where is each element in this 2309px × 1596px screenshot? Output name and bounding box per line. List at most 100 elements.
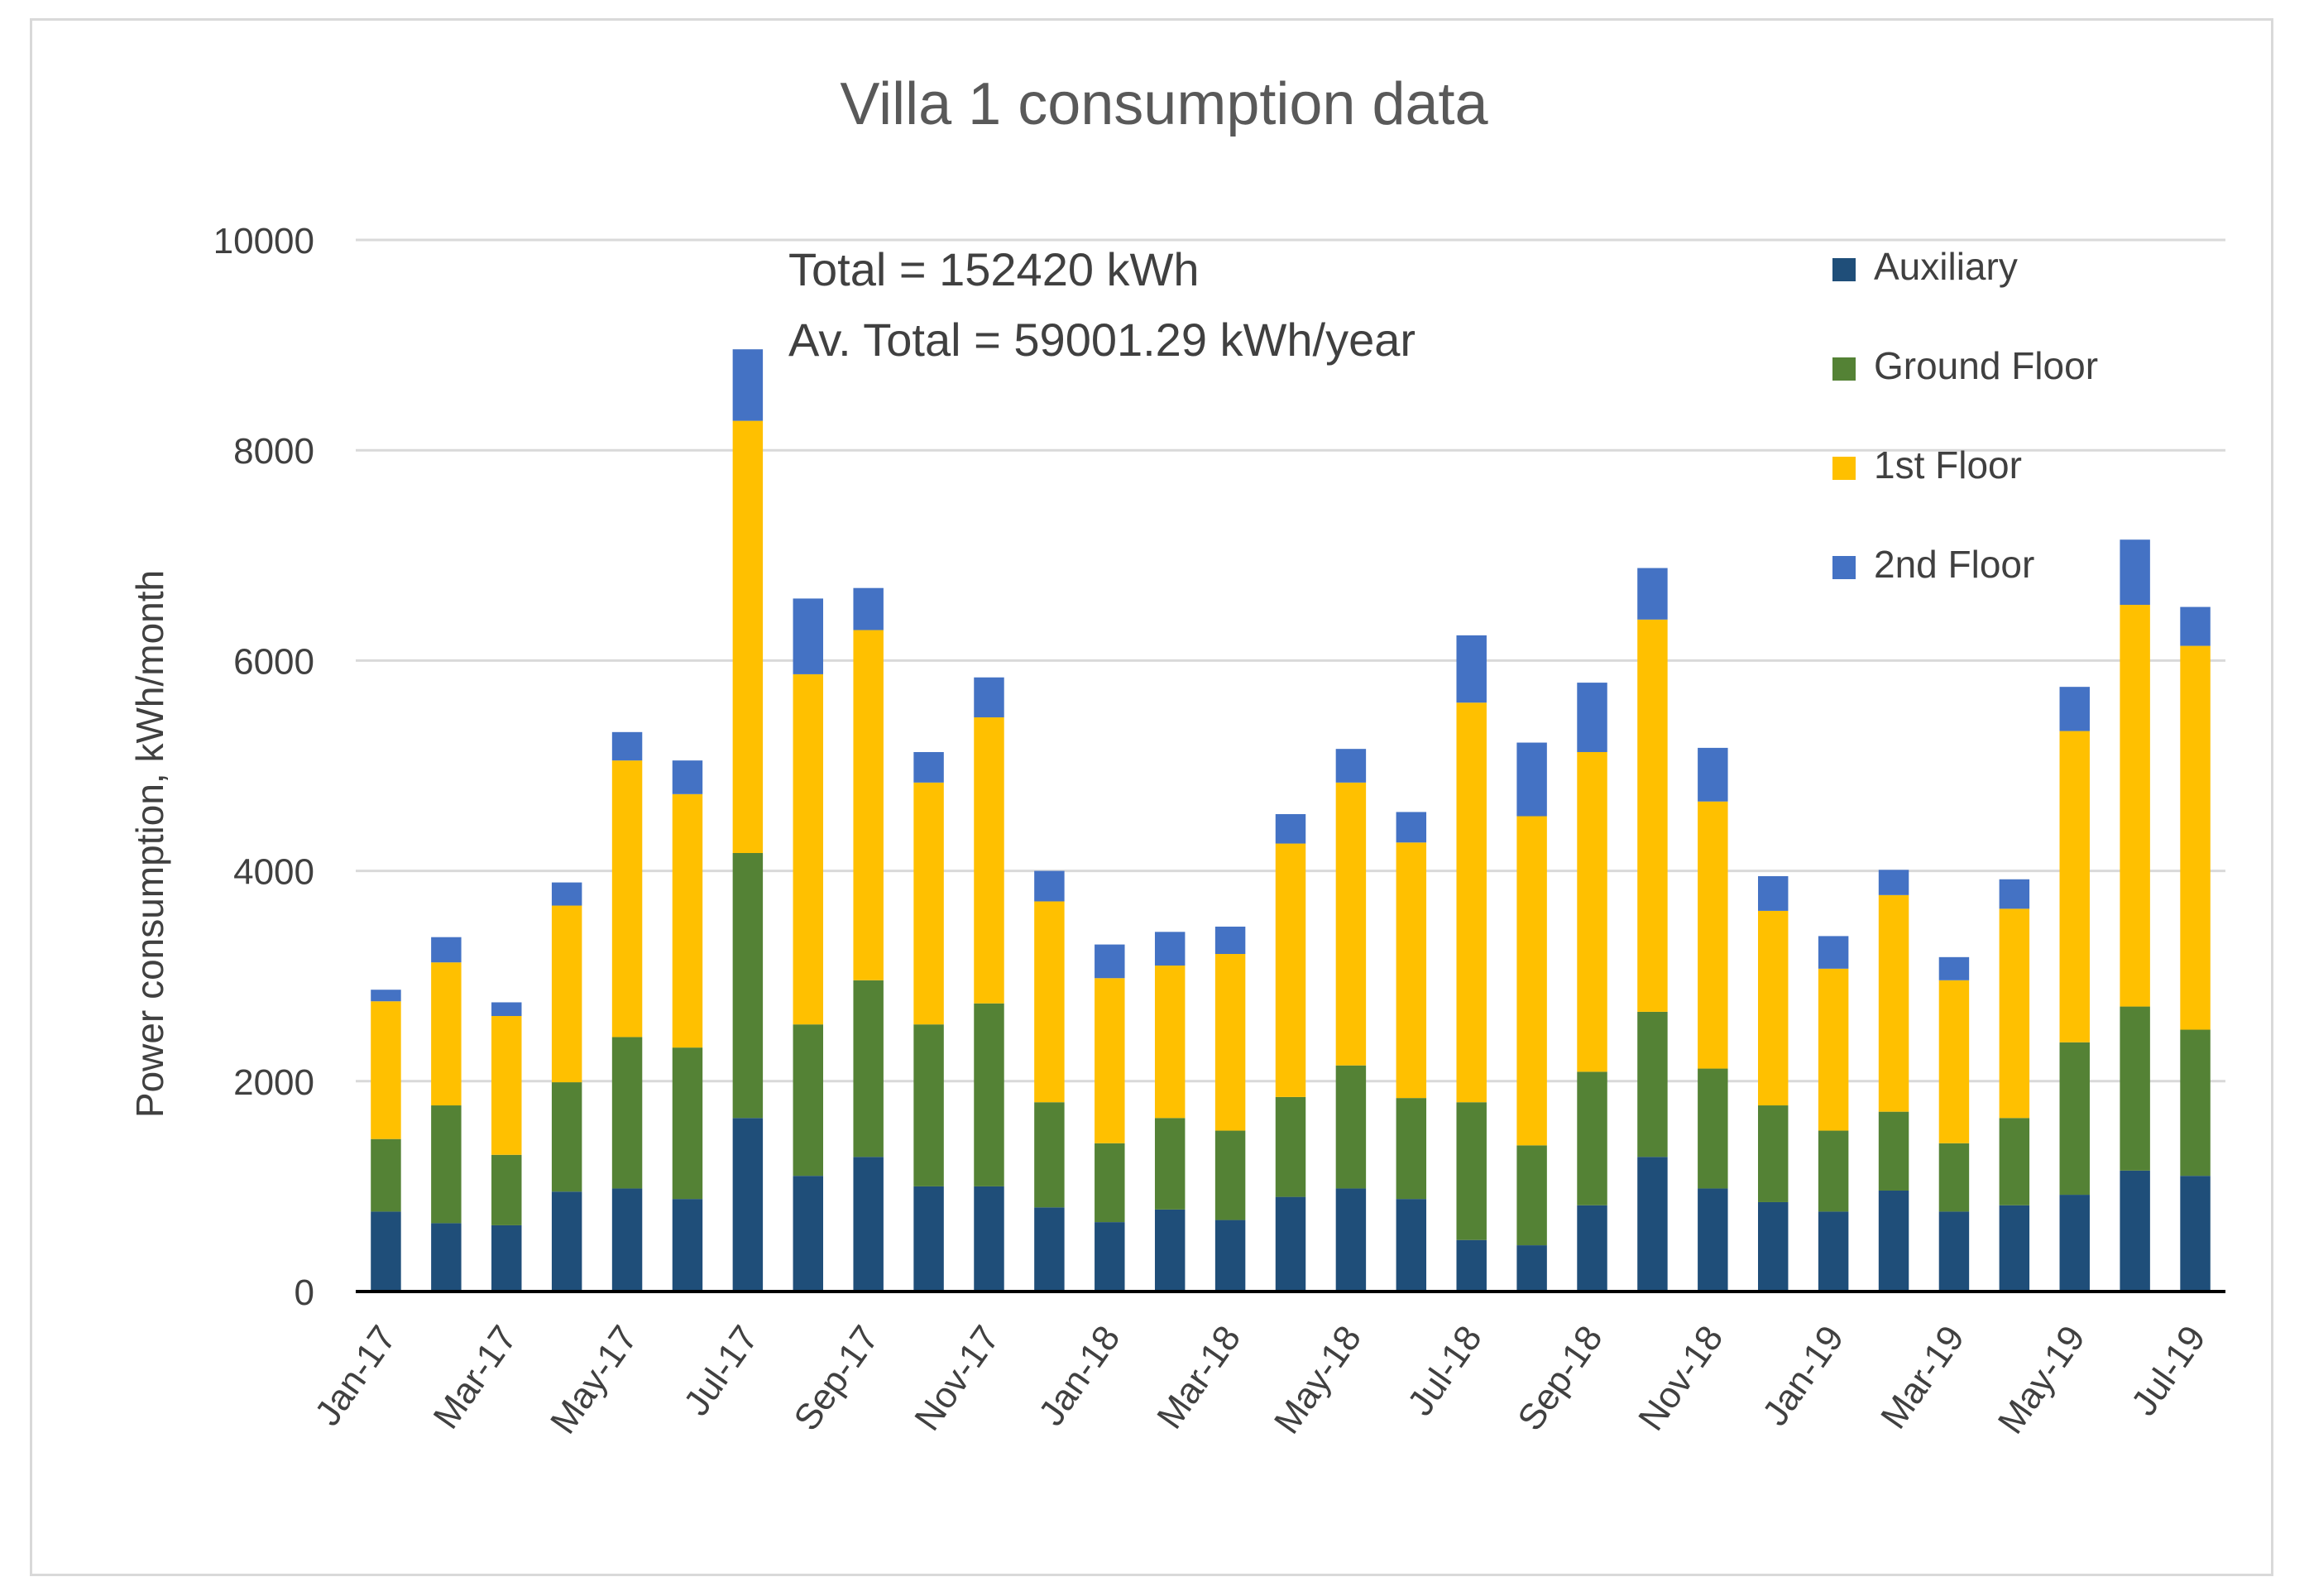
bar-segment [1698,1068,1728,1189]
bar-segment [2120,1006,2150,1171]
x-tick-label: Nov-17 [907,1319,1007,1438]
bar-segment [1637,1157,1668,1292]
annotation-average: Av. Total = 59001.29 kWh/year [788,314,1416,366]
x-tick-label: Mar-19 [1873,1319,1972,1436]
x-tick-label: Mar-17 [425,1319,525,1436]
y-axis-ticks: 0 2000 4000 6000 8000 10000 [213,221,314,1313]
bar-segment [2059,1195,2090,1292]
bar-segment [1034,1207,1065,1292]
bar-segment [551,905,582,1083]
legend-label: 1st Floor [1874,443,2022,486]
y-tick-label: 2000 [233,1062,314,1103]
bar-segment [1938,956,1970,980]
bar-segment [793,1024,823,1177]
bar-segment [1577,1205,1607,1292]
bar-segment [491,1154,522,1225]
bar-segment [371,1211,401,1292]
bar-segment [1335,782,1367,1066]
bar-segment [1577,683,1607,752]
bar-segment [1758,1201,1789,1292]
bar-segment [1878,870,1909,895]
bar-segment [1034,1102,1065,1208]
bar-segment [1938,980,1970,1143]
bar-segment [793,673,823,1025]
bar-segment [2120,1170,2150,1292]
bar-segment [1818,1130,1849,1212]
bar-segment [1396,842,1427,1099]
x-tick-label: Mar-18 [1149,1319,1248,1436]
x-tick-label: Jan-18 [1031,1319,1128,1433]
bar-segment [1938,1143,1970,1212]
bar-segment [1999,1205,2030,1292]
legend-swatch [1832,258,1856,281]
bar-segment [491,1002,522,1016]
x-tick-label: Jan-17 [307,1319,404,1433]
bar-segment [2180,645,2211,1030]
bar-segment [1758,1105,1789,1202]
bar-segment [732,852,764,1119]
bar-segment [672,760,703,794]
bar-segment [1214,1220,1246,1292]
bar-segment [1516,1145,1547,1246]
y-axis-label: Power consumption, kWh/month [128,570,171,1118]
bar-segment [2180,1029,2211,1177]
bar-segment [974,1186,1004,1292]
x-tick-label: Jul-17 [676,1319,766,1423]
x-axis-ticks: Jan-17 Mar-17 May-17 Jul-17 Sep-17 Nov-17 Jan-… [307,1319,2213,1441]
bar-segment [1396,1098,1427,1200]
bar-segment [431,1223,462,1292]
bar-segment [551,882,582,906]
bar-segment [1637,619,1668,1012]
bar-segment [1758,875,1789,911]
bar-segment [1698,801,1728,1069]
bar-segment [371,1138,401,1212]
legend-swatch [1832,556,1856,579]
bar-segment [1698,1188,1728,1292]
bar-segment [974,717,1004,1004]
bar-segment [1034,901,1065,1103]
bar-segment [1456,702,1487,1103]
x-tick-label: May-17 [543,1319,645,1441]
bar-segment [2059,1042,2090,1196]
bar-segment [1999,879,2030,909]
legend-label: Auxiliary [1874,245,2018,288]
bar-segment [1275,813,1306,844]
x-tick-label: May-18 [1267,1319,1369,1441]
y-tick-label: 8000 [233,431,314,472]
bar-segment [431,962,462,1106]
bar-segment [611,1188,643,1292]
bar-segment [1818,968,1849,1131]
bar-segment [1637,1011,1668,1157]
bar-segment [1516,742,1547,817]
bar-segment [1335,749,1367,783]
bar-segment [611,731,643,761]
bar-segment [1396,812,1427,843]
bar-segment [1034,870,1065,902]
bar-segment [1154,932,1186,966]
chart-title: Villa 1 consumption data [840,71,1488,137]
legend-swatch [1832,457,1856,480]
bar-segment [491,1225,522,1292]
bar-segment [1999,908,2030,1119]
bar-segment [371,990,401,1002]
bar-segment [611,760,643,1038]
bar-segment [551,1191,582,1292]
y-tick-label: 6000 [233,641,314,682]
annotation-total: Total = 152420 kWh [788,243,1200,295]
bar-segment [1637,568,1668,620]
bar-segment [1516,816,1547,1146]
bar-segment [793,1176,823,1292]
bar-segment [1938,1211,1970,1292]
bar-segment [1577,751,1607,1072]
x-tick-label: Jul-18 [1400,1319,1490,1423]
bar-segment [974,1003,1004,1186]
bar-segment [1335,1188,1367,1292]
bar-segment [1154,1209,1186,1292]
bar-segment [853,587,884,630]
bar-segment [1214,954,1246,1131]
bar-segment [1396,1199,1427,1292]
bar-segment [913,1186,944,1292]
bar-segment [1456,1239,1487,1292]
bar-segment [1818,1211,1849,1292]
